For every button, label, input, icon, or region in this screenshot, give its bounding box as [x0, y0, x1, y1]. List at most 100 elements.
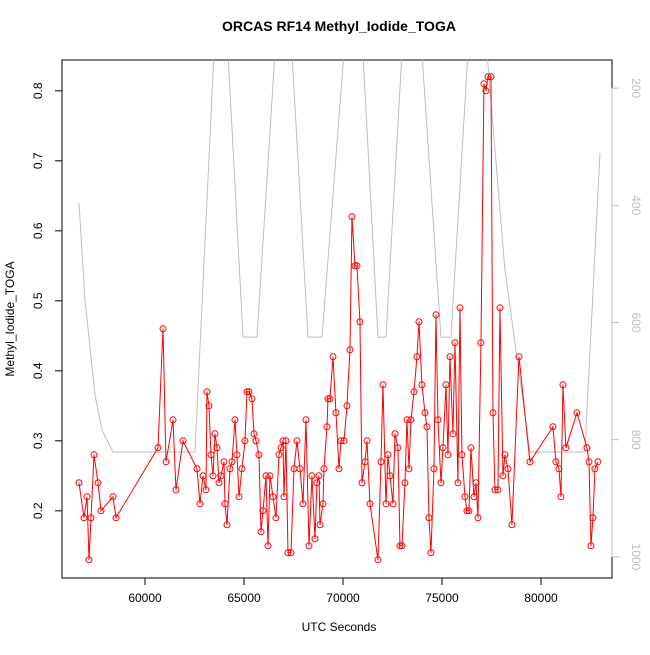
data-point [329, 353, 337, 361]
data-point [282, 437, 290, 445]
data-point [272, 514, 280, 522]
data-point [241, 437, 249, 445]
data-point [451, 339, 459, 347]
data-point [343, 402, 351, 410]
data-point [324, 395, 332, 403]
data-point [75, 479, 83, 487]
y2-tick-label: 1000 [629, 544, 643, 571]
data-point [589, 514, 597, 522]
data-point [562, 444, 570, 452]
data-point [421, 409, 429, 417]
data-point [340, 437, 348, 445]
data-point [398, 542, 406, 550]
y-tick-label: 0.5 [31, 292, 45, 309]
data-point [555, 465, 563, 473]
data-point [269, 493, 277, 501]
data-point [193, 465, 201, 473]
data-point [293, 437, 301, 445]
data-point [202, 486, 210, 494]
data-point [382, 500, 390, 508]
data-point [439, 444, 447, 452]
data-point [559, 381, 567, 389]
data-point [403, 416, 411, 424]
data-point [508, 521, 516, 529]
data-point [154, 444, 162, 452]
data-point [585, 458, 593, 466]
data-point [358, 479, 366, 487]
data-point [423, 423, 431, 431]
data-point [264, 542, 272, 550]
data-point [243, 388, 251, 396]
data-point [515, 353, 523, 361]
data-point [432, 311, 440, 319]
data-point [489, 409, 497, 417]
data-point [501, 451, 509, 459]
data-point [470, 493, 478, 501]
data-point [449, 430, 457, 438]
data-point [275, 451, 283, 459]
data-point [484, 73, 492, 81]
data-point [356, 318, 364, 326]
data-point [87, 514, 95, 522]
data-point [335, 465, 343, 473]
data-point [418, 381, 426, 389]
data-point [199, 472, 207, 480]
data-point [351, 262, 359, 270]
data-point [252, 437, 260, 445]
data-point [94, 479, 102, 487]
data-point [313, 479, 321, 487]
data-point [386, 472, 394, 480]
data-point [456, 304, 464, 312]
data-point [308, 472, 316, 480]
data-point [213, 444, 221, 452]
y-axis-label: Methyl_Iodide_TOGA [3, 261, 17, 376]
data-point [477, 339, 485, 347]
data-point [465, 507, 473, 515]
data-point [425, 514, 433, 522]
data-point [487, 73, 495, 81]
data-point [346, 346, 354, 354]
data-point [238, 465, 246, 473]
data-point [211, 430, 219, 438]
data-point [594, 458, 602, 466]
data-point [391, 430, 399, 438]
y-tick-label: 0.2 [31, 502, 45, 519]
y2-tick-label: 600 [629, 313, 643, 333]
data-point [231, 416, 239, 424]
axes-layer: 60000 65000 70000 75000 80000 0.2 0.3 0.4 0.5 0.6… [31, 78, 643, 605]
data-point [348, 213, 356, 221]
data-point [332, 409, 340, 417]
data-point [109, 493, 117, 501]
data-point [235, 493, 243, 501]
data-point [209, 472, 217, 480]
data-point [480, 80, 488, 88]
data-point [413, 353, 421, 361]
data-point [549, 423, 557, 431]
data-point [305, 542, 313, 550]
data-point [444, 451, 452, 459]
data-point [277, 444, 285, 452]
data-point [319, 500, 327, 508]
data-point [302, 416, 310, 424]
data-point [299, 500, 307, 508]
data-point [221, 500, 229, 508]
x-axis-label: UTC Seconds [302, 620, 377, 634]
data-point [454, 479, 462, 487]
data-point [255, 451, 263, 459]
y2-tick-label: 400 [629, 195, 643, 215]
y-tick-label: 0.7 [31, 152, 45, 169]
data-point [415, 318, 423, 326]
data-point [179, 437, 187, 445]
data-point [442, 381, 450, 389]
data-point [461, 493, 469, 501]
data-point [526, 458, 534, 466]
data-point [245, 388, 253, 396]
data-point [396, 542, 404, 550]
chart-title: ORCAS RF14 Methyl_Iodide_TOGA [222, 18, 456, 34]
data-point [552, 458, 560, 466]
data-point [394, 444, 402, 452]
data-point [248, 395, 256, 403]
data-point [410, 388, 418, 396]
